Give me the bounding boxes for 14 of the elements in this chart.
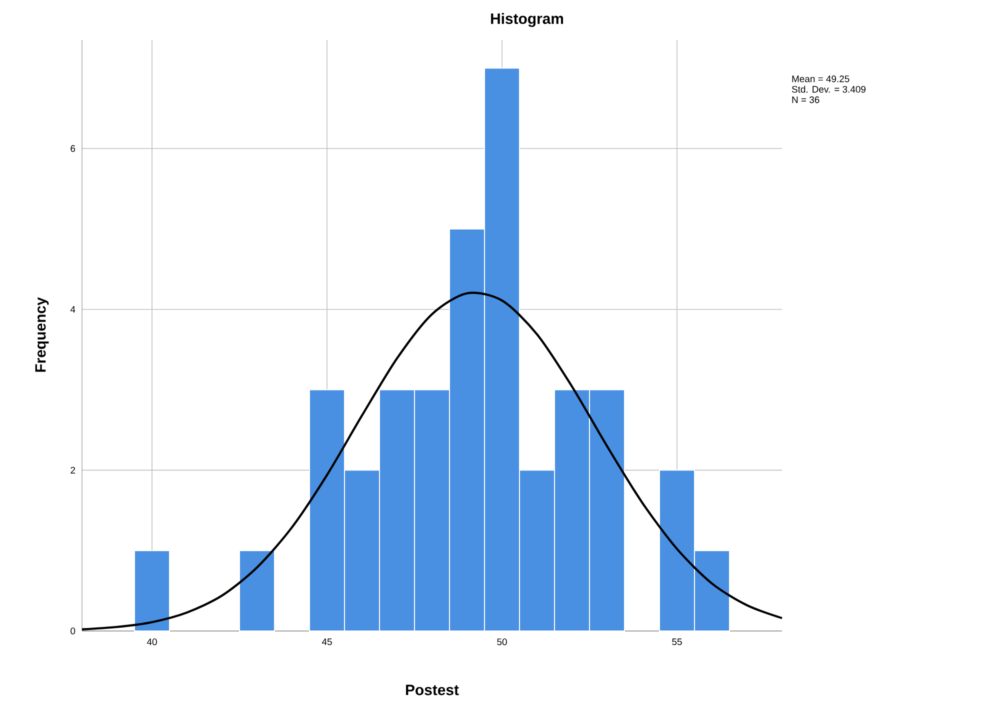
x-axis-title: Postest xyxy=(406,684,459,696)
y-axis-title: Frequency xyxy=(35,297,49,372)
chart-title: Histogram xyxy=(491,12,564,27)
x-tick-label: 55 xyxy=(672,638,682,646)
text: Std. Dev. = 3.409 xyxy=(792,86,866,93)
x-tick-label: 40 xyxy=(146,638,157,646)
x-tick-label: 50 xyxy=(497,638,507,646)
text: Mean = 49.25 xyxy=(792,76,850,82)
y-tick-label: 6 xyxy=(70,145,76,152)
y-tick-label: 4 xyxy=(70,306,76,313)
y-tick-label: 2 xyxy=(70,466,76,474)
text: N = 36 xyxy=(792,96,820,104)
y-tick-label: 0 xyxy=(70,628,76,634)
x-tick-label: 45 xyxy=(322,638,332,646)
